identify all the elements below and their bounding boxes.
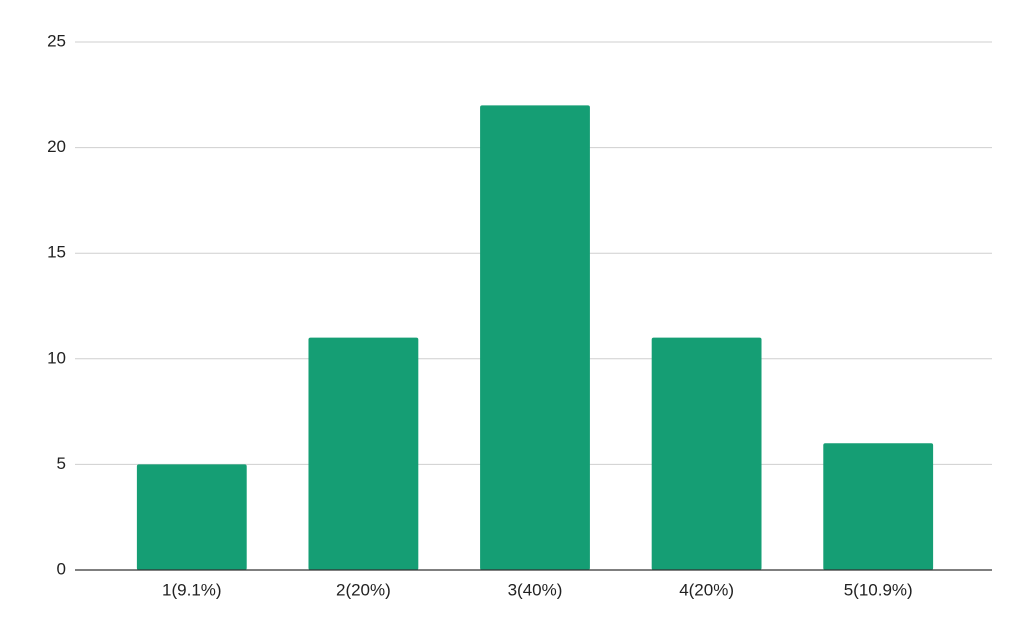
y-tick-label: 0 bbox=[57, 559, 66, 578]
x-tick-label: 4(20%) bbox=[679, 580, 734, 599]
x-tick-label: 2(20%) bbox=[336, 580, 391, 599]
y-tick-label: 20 bbox=[47, 137, 66, 156]
y-tick-label: 10 bbox=[47, 348, 66, 367]
x-tick-label: 1(9.1%) bbox=[162, 580, 222, 599]
bar bbox=[480, 105, 590, 571]
y-tick-label: 15 bbox=[47, 243, 66, 262]
bar bbox=[136, 464, 247, 570]
y-tick-label: 25 bbox=[47, 31, 66, 50]
x-tick-label: 5(10.9%) bbox=[844, 580, 913, 599]
bar bbox=[823, 443, 934, 570]
bar bbox=[308, 337, 419, 570]
y-tick-label: 5 bbox=[57, 454, 66, 473]
bar bbox=[651, 337, 762, 570]
x-tick-label: 3(40%) bbox=[508, 580, 563, 599]
